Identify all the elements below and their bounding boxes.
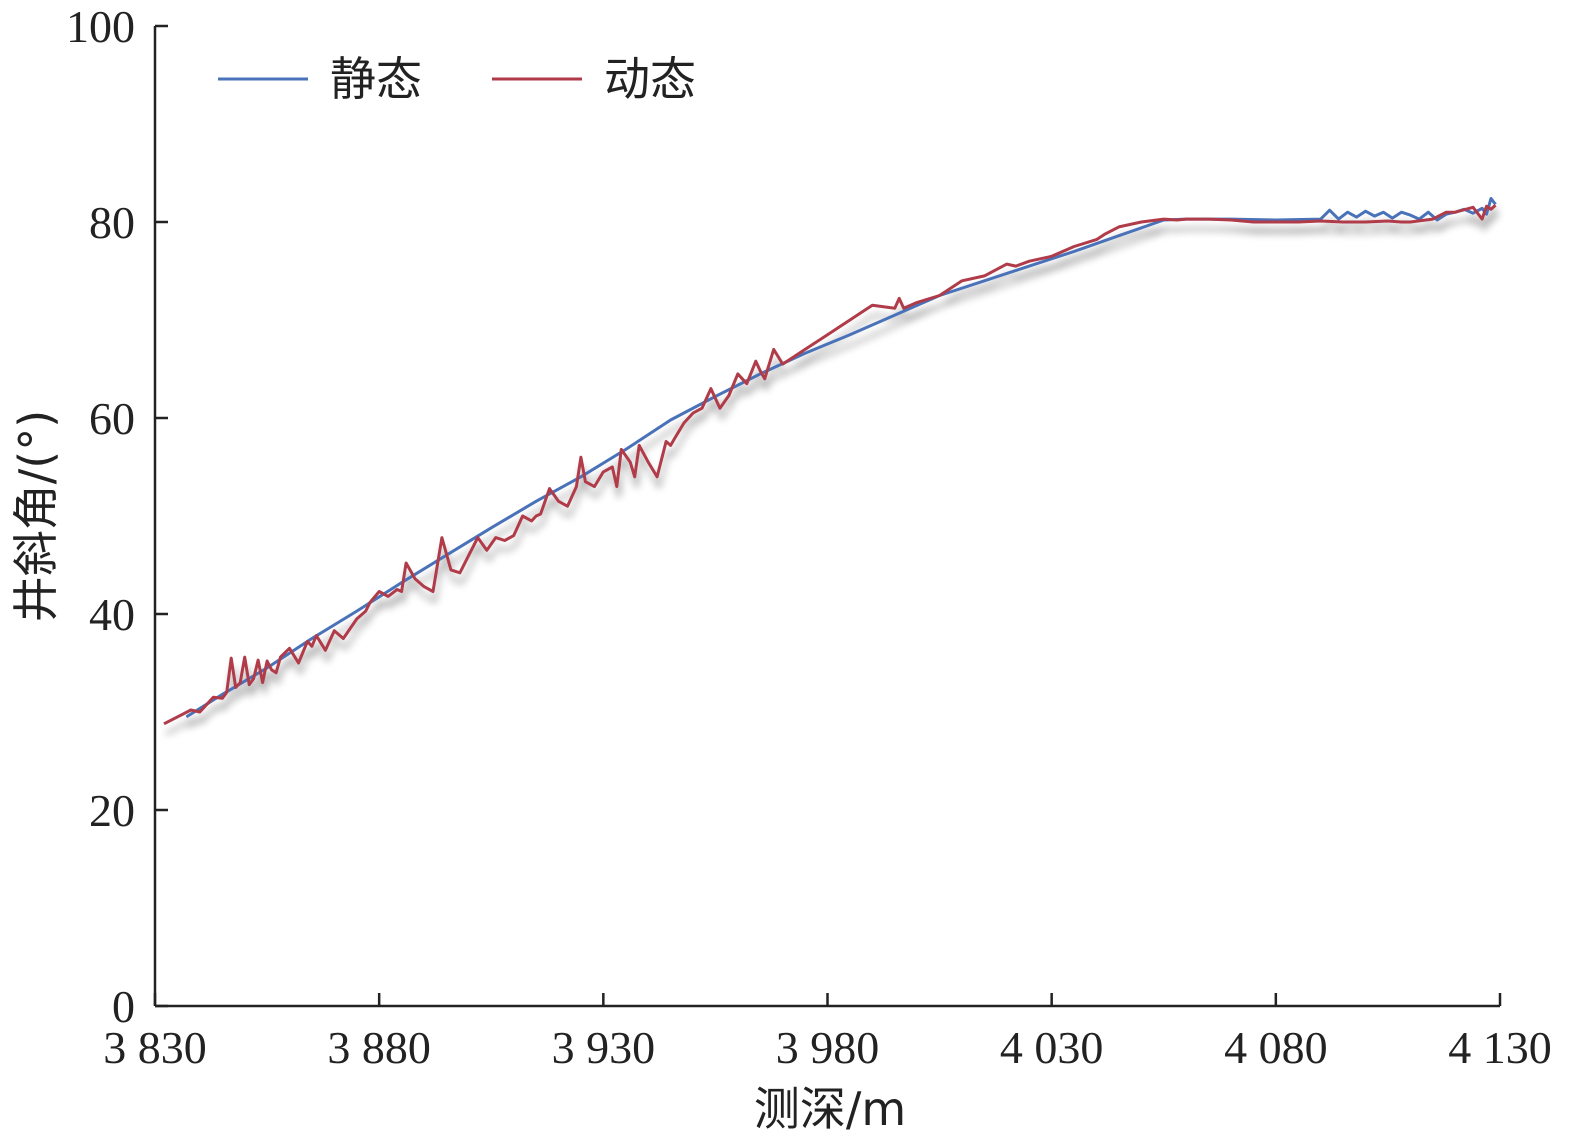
axes: 0 20 40 60 80 100 3 830 3 880 3 930 3 980 4 030 4 … [66, 1, 1552, 1073]
series-line-dynamic [163, 204, 1497, 726]
y-tick-label: 0 [112, 981, 135, 1032]
legend-item-dynamic: 动态 [492, 52, 696, 106]
x-tick-label: 3 880 [327, 1022, 431, 1073]
y-tick-label: 20 [89, 785, 135, 836]
y-tick-label: 60 [89, 393, 135, 444]
series-layer [163, 197, 1497, 726]
y-axis-title: 井斜角/(°) [9, 410, 63, 622]
y-tick-label: 80 [89, 197, 135, 248]
x-tick-label: 4 130 [1448, 1022, 1552, 1073]
x-tick-label: 4 080 [1224, 1022, 1328, 1073]
legend-label-dynamic: 动态 [604, 52, 696, 106]
y-tick-label: 100 [66, 1, 135, 52]
x-axis-title: 测深/m [754, 1082, 906, 1136]
x-tick-label: 3 830 [103, 1022, 207, 1073]
x-tick-label: 3 930 [552, 1022, 656, 1073]
legend: 静态 动态 [218, 52, 696, 106]
x-tick-label: 4 030 [1000, 1022, 1104, 1073]
x-tick-label: 3 980 [776, 1022, 880, 1073]
y-tick-label: 40 [89, 589, 135, 640]
legend-item-static: 静态 [218, 52, 422, 106]
legend-label-static: 静态 [330, 52, 422, 106]
series-line-static [185, 197, 1497, 719]
